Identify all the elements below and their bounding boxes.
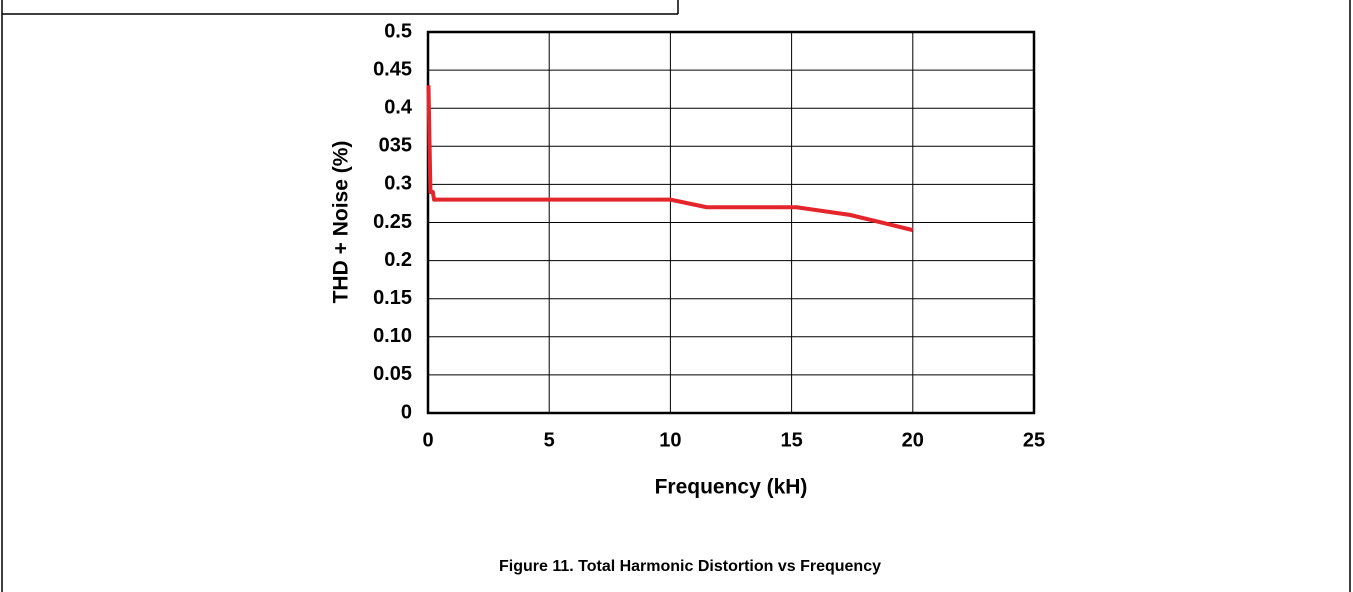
x-tick-label: 5	[544, 429, 555, 451]
y-tick-label: 0	[401, 401, 412, 423]
x-tick-label: 10	[659, 429, 681, 451]
data-line	[426, 85, 914, 233]
y-tick-label: 0.3	[384, 173, 412, 195]
x-tick-label: 0	[422, 429, 433, 451]
y-tick-label: 0.15	[373, 287, 412, 309]
y-tick-label: 035	[379, 135, 412, 157]
y-tick-label: 0.05	[373, 363, 412, 385]
x-tick-label: 25	[1023, 429, 1045, 451]
y-tick-label: 0.5	[384, 20, 412, 42]
y-tick-label: 0.2	[384, 249, 412, 271]
figure-caption: Figure 11. Total Harmonic Distortion vs …	[499, 558, 881, 575]
y-tick-label: 0.4	[384, 96, 413, 118]
y-axis-title: THD + Noise (%)	[330, 141, 353, 304]
x-axis-title: Frequency (kH)	[655, 476, 808, 499]
y-tick-label: 0.10	[373, 325, 412, 347]
y-tick-label: 0.25	[373, 211, 412, 233]
x-tick-label: 15	[780, 429, 802, 451]
y-tick-label: 0.45	[373, 58, 412, 80]
x-tick-label: 20	[902, 429, 924, 451]
plot-border	[426, 30, 1036, 415]
